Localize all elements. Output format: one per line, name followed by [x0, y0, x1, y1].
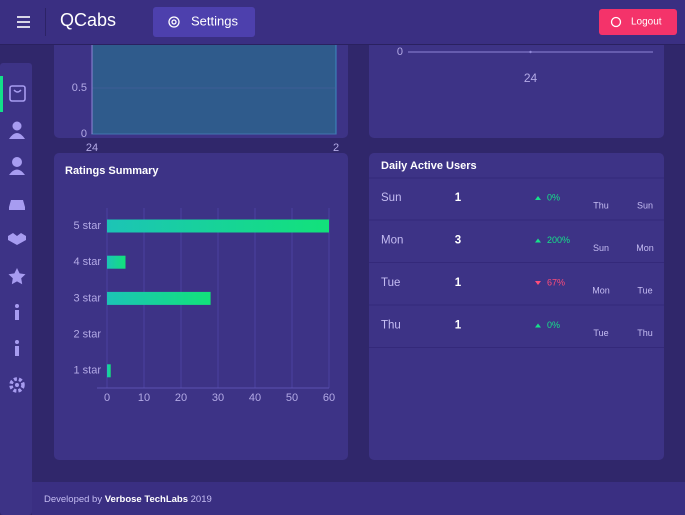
y-tick-label: 0: [81, 128, 87, 140]
card-title: Ratings Summary: [65, 165, 159, 177]
nav-partners[interactable]: [8, 233, 26, 245]
bar: [107, 364, 111, 378]
to-day: Thu: [637, 328, 653, 338]
settings-label: Settings: [191, 13, 238, 28]
to-day: Mon: [636, 243, 654, 253]
count: 1: [455, 192, 462, 204]
count: 1: [455, 277, 462, 289]
nav-ratings[interactable]: [8, 268, 26, 285]
logout-label: Logout: [631, 17, 662, 28]
from-day: Mon: [592, 285, 610, 295]
settings-icon: [168, 16, 180, 28]
day: Tue: [381, 277, 400, 289]
card-title: Daily Active Users: [381, 160, 477, 172]
point: [529, 50, 532, 54]
y-tick-label: 3 star: [73, 292, 101, 304]
to-day: Sun: [637, 200, 653, 210]
y-tick-label: 0: [397, 46, 403, 58]
trend-arrow: [535, 238, 541, 243]
x-tick-label: 24: [86, 142, 98, 154]
trend-arrow: [535, 196, 541, 200]
day: Thu: [381, 320, 401, 332]
menu-button[interactable]: [17, 16, 30, 28]
x-tick-label: 0: [104, 392, 110, 404]
x-tick-label: 30: [212, 392, 224, 404]
y-tick-label: 4 star: [73, 256, 101, 268]
change: 67%: [547, 277, 565, 287]
logout-button[interactable]: [599, 9, 677, 35]
footer-text: Developed by Verbose TechLabs 2019: [44, 494, 212, 505]
y-tick-label: 2 star: [73, 329, 101, 341]
change: 0%: [547, 192, 560, 202]
nav-orders[interactable]: [9, 85, 26, 102]
trend-arrow: [535, 281, 541, 285]
count: 3: [455, 235, 461, 247]
change: 0%: [547, 320, 560, 330]
active-indicator: [0, 76, 3, 112]
nav-about[interactable]: [15, 340, 19, 356]
settings-button[interactable]: [153, 7, 255, 37]
x-tick-label: 24: [524, 71, 538, 85]
nav-users[interactable]: [9, 121, 25, 140]
bar: [107, 291, 211, 305]
nav-cabs[interactable]: [9, 200, 25, 210]
y-tick-label: 1 star: [73, 365, 101, 377]
x-tick-label: 2: [333, 142, 339, 154]
footer-prefix: Developed by: [44, 494, 102, 505]
y-tick-label: 0.5: [72, 82, 87, 94]
brand[interactable]: QCabs: [60, 10, 116, 30]
x-tick-label: 10: [138, 392, 150, 404]
day: Sun: [381, 192, 401, 204]
footer-company: Verbose TechLabs: [105, 494, 188, 505]
bar: [107, 219, 329, 233]
nav-drivers[interactable]: [9, 157, 25, 175]
ratings-card: [54, 153, 348, 460]
day: Mon: [381, 235, 403, 247]
footer-year: 2019: [191, 494, 212, 505]
to-day: Tue: [637, 285, 652, 295]
x-tick-label: 20: [175, 392, 187, 404]
bar: [107, 255, 126, 269]
trend-arrow: [535, 323, 541, 328]
users-card: [369, 153, 664, 460]
y-tick-label: 5 star: [73, 220, 101, 232]
from-day: Sun: [593, 243, 609, 253]
card: [369, 30, 664, 138]
footer: [32, 482, 685, 515]
nav-settings[interactable]: [9, 377, 25, 393]
from-day: Thu: [593, 200, 609, 210]
sidebar: [0, 63, 32, 515]
x-tick-label: 50: [286, 392, 298, 404]
x-tick-label: 60: [323, 392, 335, 404]
header: [0, 0, 685, 44]
x-tick-label: 40: [249, 392, 261, 404]
nav-info[interactable]: [15, 304, 19, 320]
from-day: Tue: [593, 328, 608, 338]
count: 1: [455, 320, 462, 332]
change: 200%: [547, 235, 570, 245]
power-icon: [610, 16, 622, 28]
